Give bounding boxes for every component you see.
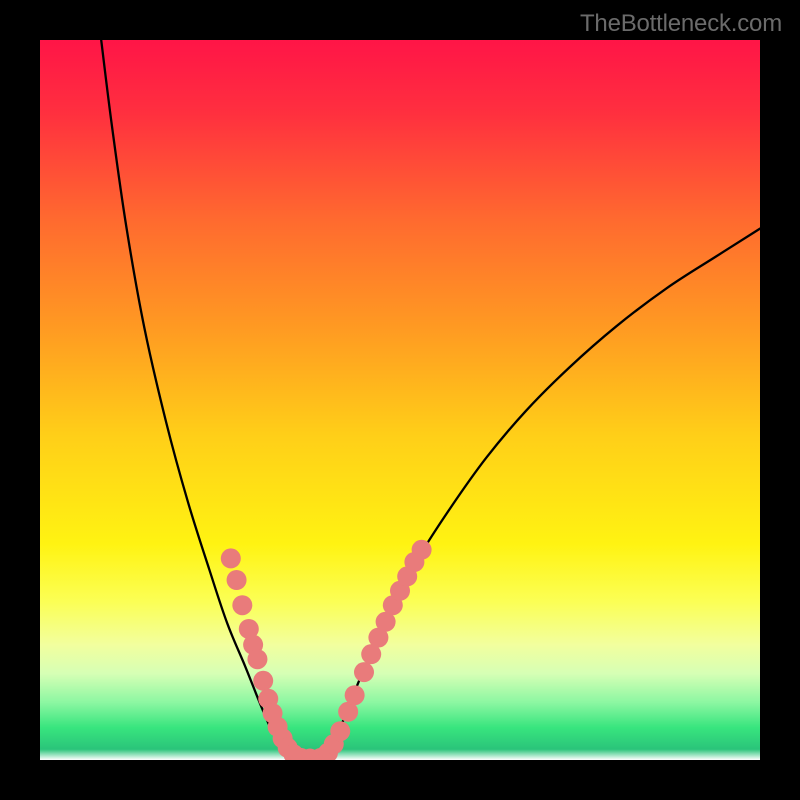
gradient-background (40, 40, 760, 760)
marker-dot (221, 548, 241, 568)
marker-dot (227, 570, 247, 590)
chart-frame: TheBottleneck.com (0, 0, 800, 800)
marker-dot (345, 685, 365, 705)
marker-dot (330, 721, 350, 741)
watermark-text: TheBottleneck.com (580, 10, 782, 38)
plot-area (40, 40, 760, 760)
marker-dot (354, 662, 374, 682)
marker-dot (232, 595, 252, 615)
marker-dot (412, 540, 432, 560)
plot-svg (40, 40, 760, 760)
marker-dot (247, 649, 267, 669)
marker-dot (253, 671, 273, 691)
